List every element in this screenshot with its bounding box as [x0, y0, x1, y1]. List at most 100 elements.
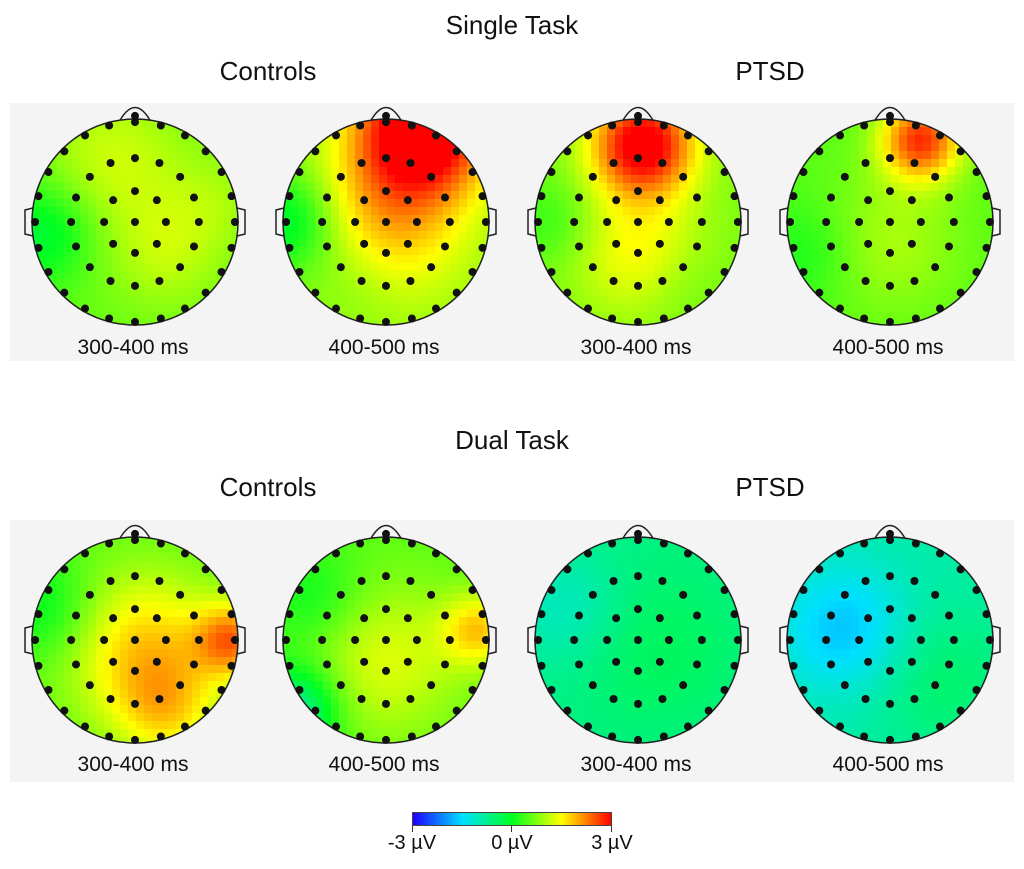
electrode-dot: [982, 661, 991, 670]
electrode-dot: [692, 242, 701, 251]
electrode-dot: [468, 267, 477, 276]
electrode-dot: [217, 685, 226, 694]
electrode-dot: [356, 121, 365, 130]
electrode-dot: [815, 706, 824, 715]
electrode-dot: [382, 218, 390, 226]
electrode-dot: [570, 636, 579, 644]
electrode-dot: [311, 147, 320, 156]
electrode-dot: [697, 218, 706, 226]
electrode-dot: [609, 276, 618, 285]
electrode-dot: [131, 281, 139, 290]
single-task-title: Single Task: [445, 10, 579, 40]
electrode-dot: [109, 614, 118, 623]
electrode-dot: [131, 536, 139, 545]
electrode-dot: [285, 610, 294, 619]
electrode-dot: [106, 276, 115, 285]
electrode-dot: [603, 636, 612, 644]
electrode-dot: [67, 636, 76, 644]
dual-controls-window-1: 300-400 ms: [77, 753, 189, 776]
head-right-ear: [739, 625, 749, 655]
electrode-dot: [445, 636, 454, 644]
electrode-dot: [412, 636, 421, 644]
colorbar-tick-max: [611, 826, 612, 832]
electrode-dot: [323, 193, 332, 202]
electrode-dot: [603, 218, 612, 226]
electrode-dot: [861, 694, 870, 703]
electrode-dot: [131, 636, 139, 644]
electrode-dot: [360, 657, 369, 666]
electrode-dot: [382, 735, 390, 744]
electrode-dot: [840, 590, 849, 599]
electrode-dot: [720, 586, 729, 595]
electrode-dot: [855, 218, 864, 226]
electrode-dot: [956, 565, 965, 574]
electrode-dot: [655, 614, 664, 623]
electrode-dot: [655, 239, 664, 248]
electrode-dot: [720, 267, 729, 276]
electrode-dot: [180, 131, 189, 140]
electrode-dot: [730, 610, 739, 619]
head-right-ear: [236, 207, 246, 237]
electrode-dot: [886, 735, 894, 744]
electrode-dot: [336, 590, 345, 599]
head-right-ear: [991, 207, 1001, 237]
electrode-dot: [427, 263, 436, 272]
electrode-dot: [176, 172, 185, 181]
electrode-dot: [285, 192, 294, 201]
electrode-dot: [588, 590, 597, 599]
electrode-dot: [356, 314, 365, 323]
electrode-dot: [106, 577, 115, 586]
electrode-dot: [588, 681, 597, 690]
electrode-dot: [886, 572, 894, 581]
electrode-dot: [634, 666, 642, 675]
electrode-dot: [295, 267, 304, 276]
electrode-dot: [152, 196, 161, 205]
electrode-dot: [323, 660, 332, 669]
electrode-dot: [864, 239, 873, 248]
electrode-dot: [634, 699, 642, 708]
electrode-dot: [982, 243, 991, 252]
topomap-dual-ptsd-400-500: [779, 524, 1001, 744]
electrode-dot: [886, 218, 894, 226]
electrode-dot: [155, 694, 164, 703]
electrode-dot: [733, 218, 742, 226]
colorbar-tick-mid: [511, 826, 512, 832]
electrode-dot: [658, 577, 667, 586]
electrode-dot: [382, 536, 390, 545]
electrode-dot: [131, 248, 139, 257]
electrode-dot: [840, 172, 849, 181]
single-controls-label: Controls: [219, 56, 317, 86]
head-nose: [369, 106, 403, 123]
electrode-dot: [356, 732, 365, 741]
electrode-dot: [295, 168, 304, 177]
electrode-dot: [575, 242, 584, 251]
electrode-dot: [916, 218, 925, 226]
electrode-dot: [431, 722, 440, 731]
head-right-ear: [487, 207, 497, 237]
electrode-dot: [227, 192, 236, 201]
electrode-dot: [382, 111, 390, 120]
electrode-dot: [886, 317, 894, 326]
electrode-dot: [860, 121, 869, 130]
head-nose: [621, 524, 655, 541]
electrode-dot: [131, 218, 139, 226]
electrode-dot: [357, 276, 366, 285]
electrode-dot: [85, 590, 94, 599]
electrode-dot: [230, 636, 239, 644]
electrode-dot: [295, 586, 304, 595]
electrode-dot: [679, 263, 688, 272]
electrode-dot: [634, 636, 642, 644]
head-right-ear: [739, 207, 749, 237]
electrode-dot: [180, 304, 189, 313]
electrode-dot: [985, 636, 994, 644]
electrode-dot: [907, 196, 916, 205]
electrode-dot: [679, 590, 688, 599]
colorbar-tick-min: [412, 826, 413, 832]
electrode-dot: [478, 243, 487, 252]
electrode-dot: [478, 661, 487, 670]
head-left-ear: [527, 207, 537, 237]
electrode-dot: [840, 681, 849, 690]
electrode-dot: [982, 192, 991, 201]
head-left-ear: [779, 207, 789, 237]
electrode-dot: [440, 660, 449, 669]
